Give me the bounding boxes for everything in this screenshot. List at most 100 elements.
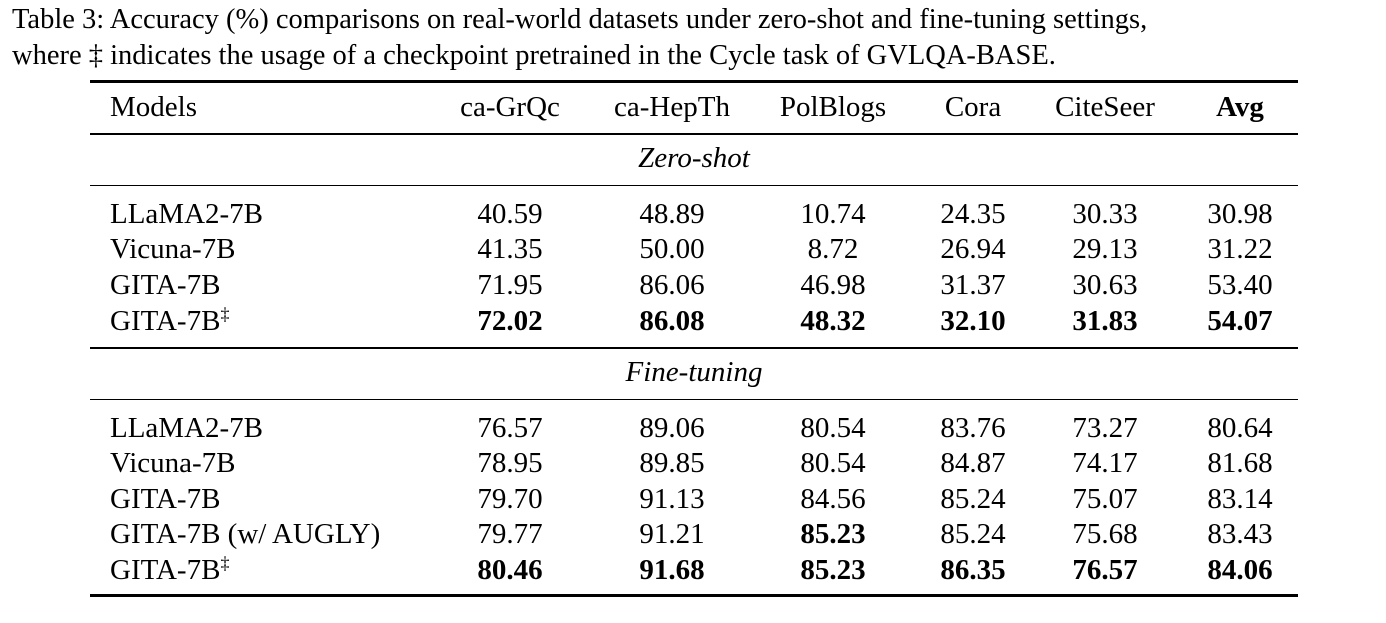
header-rule [90,133,1298,135]
top-rule [90,80,1298,83]
section-title: Fine-tuning [625,355,763,388]
value-citeseer: 73.27 [1072,412,1138,445]
section-title-rule [90,398,1298,401]
table-row: GITA-7B‡ 72.02 86.08 48.32 32.10 31.83 54.07 [90,305,1298,347]
value-cora: 84.87 [940,447,1006,480]
value-avg: 83.14 [1207,483,1273,516]
value-citeseer: 74.17 [1072,447,1138,480]
value-cora: 85.24 [940,518,1006,551]
value-avg: 53.40 [1207,269,1273,302]
value-cora: 32.10 [940,305,1006,338]
table-row: GITA-7B‡ 80.46 91.68 85.23 86.35 76.57 84.06 [90,554,1298,594]
header-avg: Avg [1216,91,1264,123]
bottom-rule [90,594,1298,598]
header-row: Models ca-GrQc ca-HepTh PolBlogs Cora Ci… [90,83,1298,133]
caption-line-2: where ‡ indicates the usage of a checkpo… [12,40,1056,71]
model-name: GITA-7B [110,554,221,587]
value-polblogs: 85.23 [800,554,866,587]
value-cora: 31.37 [940,269,1006,302]
model-name-cell: GITA-7B [110,269,220,302]
section-title: Zero-shot [638,141,750,174]
value-cora: 26.94 [940,233,1006,266]
model-name-cell: LLaMA2-7B [110,412,263,445]
table-row: GITA-7B (w/ AUGLY) 79.77 91.21 85.23 85.24 75… [90,518,1298,554]
header-citeseer: CiteSeer [1055,91,1155,123]
value-ca-hepth: 89.06 [639,412,705,445]
table-row: Vicuna-7B 41.35 50.00 8.72 26.94 29.13 31.22 [90,233,1298,269]
model-name-cell: Vicuna-7B [110,447,236,480]
table-row: Vicuna-7B 78.95 89.85 80.54 84.87 74.17 81.68 [90,447,1298,483]
value-citeseer: 76.57 [1072,554,1138,587]
header-ca-grqc: ca-GrQc [460,91,560,123]
model-name-cell: GITA-7B‡ [110,305,229,338]
section-title-rule [90,184,1298,187]
model-name-cell: LLaMA2-7B [110,198,263,231]
header-models: Models [110,91,197,123]
value-ca-hepth: 89.85 [639,447,705,480]
model-name: GITA-7B [110,305,221,338]
value-ca-hepth: 50.00 [639,233,705,266]
value-ca-hepth: 91.13 [639,483,705,516]
value-cora: 85.24 [940,483,1006,516]
value-polblogs: 46.98 [800,269,866,302]
header-polblogs: PolBlogs [779,91,887,123]
double-dagger-marker: ‡ [220,553,230,574]
value-polblogs: 10.74 [800,198,866,231]
value-citeseer: 29.13 [1072,233,1138,266]
value-polblogs: 85.23 [800,518,866,551]
value-ca-grqc: 76.57 [477,412,543,445]
value-ca-grqc: 80.46 [477,554,543,587]
value-citeseer: 30.33 [1072,198,1138,231]
value-citeseer: 31.83 [1072,305,1138,338]
value-cora: 83.76 [940,412,1006,445]
value-citeseer: 30.63 [1072,269,1138,302]
value-ca-grqc: 71.95 [477,269,543,302]
double-dagger-marker: ‡ [220,304,230,325]
model-name-cell: GITA-7B‡ [110,554,229,587]
table-row: LLaMA2-7B 40.59 48.89 10.74 24.35 30.33 30.98 [90,198,1298,233]
value-avg: 84.06 [1207,554,1273,587]
value-polblogs: 8.72 [807,233,859,266]
value-polblogs: 80.54 [800,412,866,445]
header-cora: Cora [944,91,1002,123]
value-polblogs: 80.54 [800,447,866,480]
model-name: GITA-7B [110,269,221,302]
model-name-cell: GITA-7B [110,483,220,516]
model-name: LLaMA2-7B [110,412,264,445]
table-body: Zero-shot LLaMA2-7B 40.59 48.89 10.74 24.35 30… [90,135,1298,595]
value-avg: 83.43 [1207,518,1273,551]
model-name: Vicuna-7B [110,447,236,480]
value-cora: 24.35 [940,198,1006,231]
value-cora: 86.35 [940,554,1006,587]
section-rule [90,347,1298,349]
value-citeseer: 75.07 [1072,483,1138,516]
results-table: Models ca-GrQc ca-HepTh PolBlogs Cora Ci… [90,80,1298,598]
value-ca-grqc: 72.02 [477,305,543,338]
value-ca-hepth: 86.08 [639,305,705,338]
model-name: LLaMA2-7B [110,198,264,231]
table-caption: Table 3: Accuracy (%) comparisons on rea… [12,2,1384,74]
value-polblogs: 84.56 [800,483,866,516]
model-name: GITA-7B (w/ AUGLY) [110,518,381,551]
model-name: GITA-7B [110,483,221,516]
caption-line-1: Table 3: Accuracy (%) comparisons on rea… [12,4,1148,35]
value-avg: 31.22 [1207,233,1273,266]
value-avg: 81.68 [1207,447,1273,480]
value-ca-hepth: 91.68 [639,554,705,587]
value-ca-grqc: 40.59 [477,198,543,231]
value-citeseer: 75.68 [1072,518,1138,551]
value-ca-hepth: 48.89 [639,198,705,231]
value-ca-grqc: 78.95 [477,447,543,480]
value-avg: 80.64 [1207,412,1273,445]
header-ca-hepth: ca-HepTh [614,91,730,123]
value-ca-grqc: 79.70 [477,483,543,516]
value-polblogs: 48.32 [800,305,866,338]
model-name: Vicuna-7B [110,233,236,266]
value-ca-hepth: 86.06 [639,269,705,302]
value-avg: 54.07 [1207,305,1273,338]
model-name-cell: Vicuna-7B [110,233,236,266]
table-row: GITA-7B 79.70 91.13 84.56 85.24 75.07 83.14 [90,483,1298,518]
value-ca-hepth: 91.21 [639,518,705,551]
value-ca-grqc: 79.77 [477,518,543,551]
model-name-cell: GITA-7B (w/ AUGLY) [110,518,380,551]
